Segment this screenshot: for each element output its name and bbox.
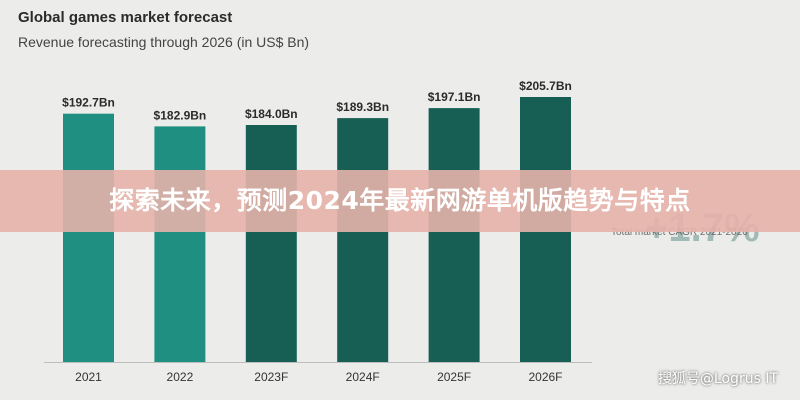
data-label-2024F: $189.3Bn (336, 100, 389, 114)
title-banner: 探索未来，预测2024年最新网游单机版趋势与特点 (0, 170, 800, 232)
data-label-2022: $182.9Bn (154, 108, 207, 122)
x-tick-2024F: 2024F (346, 370, 380, 384)
chart-title: Global games market forecast (18, 9, 233, 26)
x-tick-2022: 2022 (167, 370, 194, 384)
x-tick-2021: 2021 (75, 370, 102, 384)
data-label-2023F: $184.0Bn (245, 107, 298, 121)
data-label-2026F: $205.7Bn (519, 79, 572, 93)
bar-2025F (428, 108, 480, 362)
x-tick-2026F: 2026F (528, 370, 562, 384)
data-label-2025F: $197.1Bn (428, 90, 481, 104)
data-label-2021: $192.7Bn (62, 96, 115, 110)
chart-subtitle: Revenue forecasting through 2026 (in US$… (18, 34, 310, 50)
bar-2021 (63, 113, 114, 362)
x-tick-2025F: 2025F (437, 370, 471, 384)
watermark: 搜狐号@Logrus IT (657, 371, 778, 387)
bar-2022 (154, 126, 206, 363)
x-tick-2023F: 2023F (254, 370, 288, 384)
cagr-label: Total market CAGR 2021-2026 (611, 227, 748, 238)
bar-2023F (245, 125, 297, 362)
bar-2024F (337, 118, 389, 362)
banner-text: 探索未来，预测2024年最新网游单机版趋势与特点 (109, 186, 691, 215)
